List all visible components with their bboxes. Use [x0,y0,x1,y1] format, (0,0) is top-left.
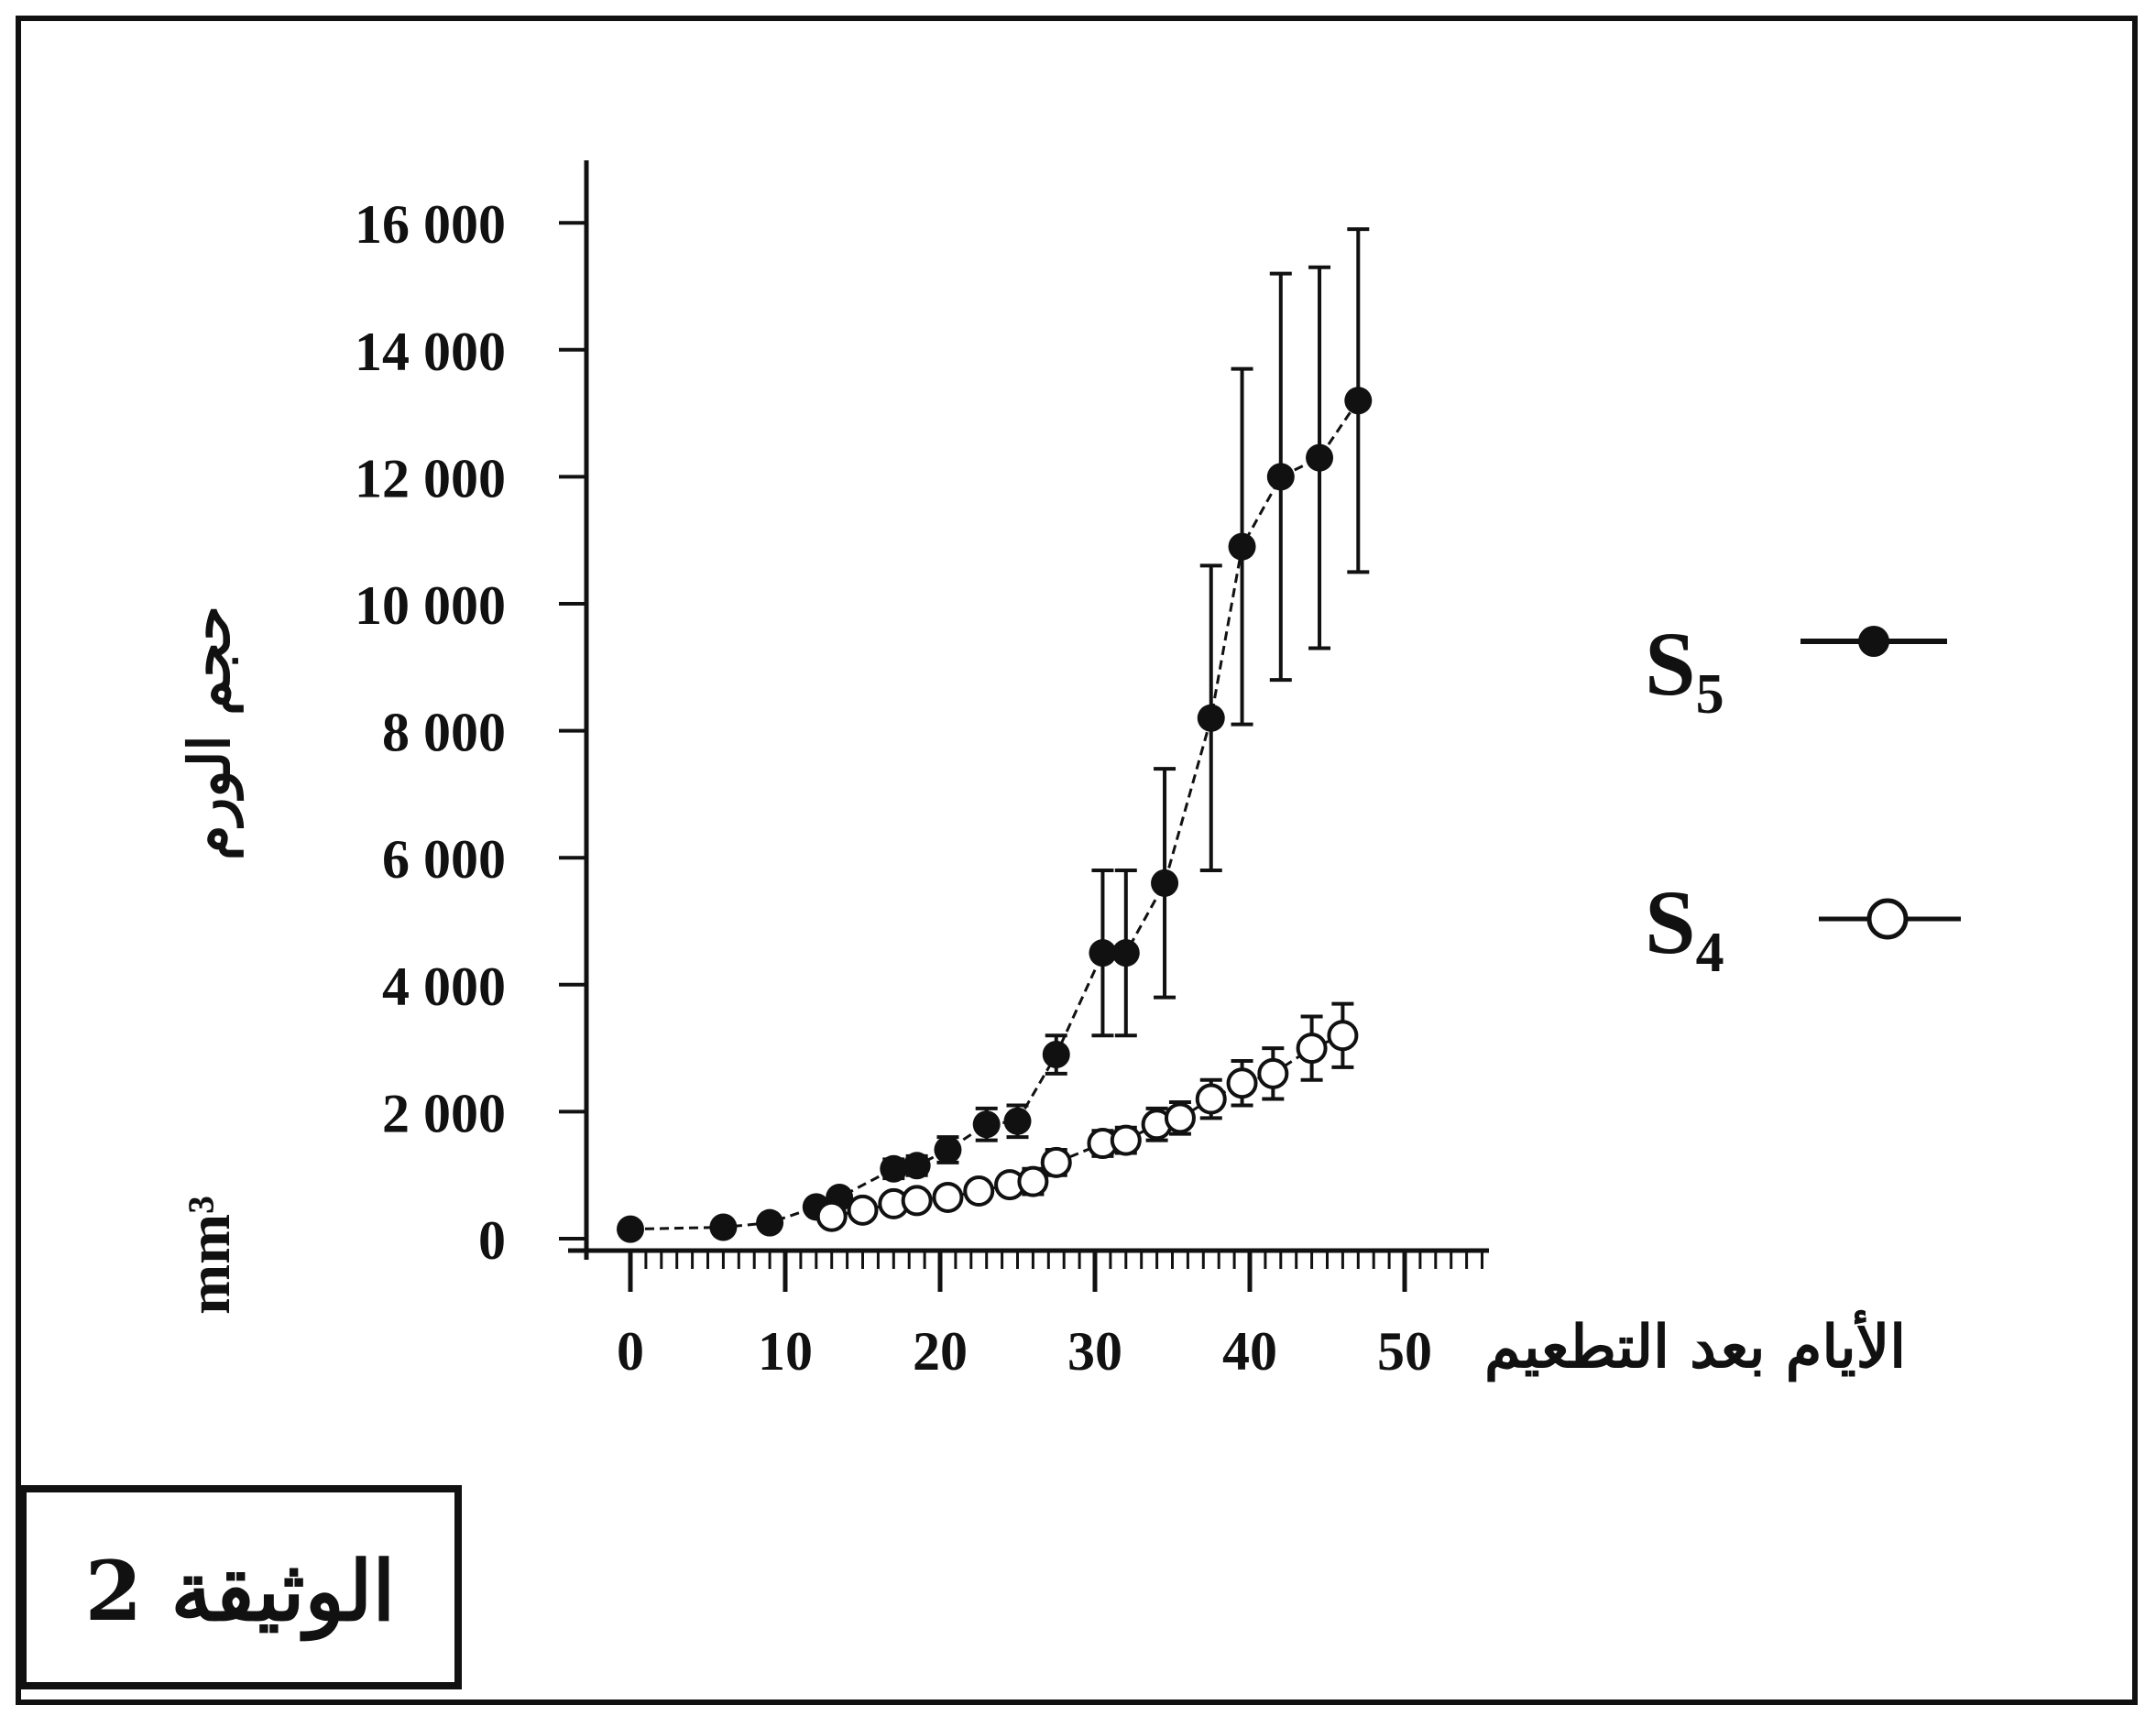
point-s5 [1344,387,1373,415]
point-s4 [901,1185,933,1217]
y-tick-label: 12 000 [355,448,506,508]
y-axis-unit: mm³ [176,1196,243,1315]
point-s4 [1226,1067,1258,1099]
point-s5 [972,1110,1001,1139]
point-s4 [1257,1057,1289,1089]
x-tick-label: 50 [1377,1321,1432,1382]
x-tick-label: 0 [617,1321,644,1382]
y-tick-label: 0 [478,1210,506,1271]
y-ticks: 0 2 000 4 000 6 000 8 000 10 000 12 000 14 000 1… [355,194,586,1271]
y-tick-label: 4 000 [382,956,506,1017]
figure-frame [16,16,2138,1705]
point-s5 [1151,869,1179,897]
x-ticks: 0 10 20 30 40 50 [617,1251,1483,1382]
point-s4 [1195,1083,1227,1115]
y-tick-label: 14 000 [355,322,506,382]
point-s5 [903,1152,931,1180]
x-tick-label: 10 [758,1321,813,1382]
y-axis-unit-group: mm³ [176,1196,243,1315]
document-label-box [19,1485,462,1689]
point-s4 [815,1200,848,1232]
point-s4 [847,1194,879,1226]
x-tick-label: 30 [1067,1321,1122,1382]
y-tick-label: 6 000 [382,829,506,890]
legend-label-s5: S5 [1645,613,1724,726]
point-s5 [880,1154,908,1183]
y-tick-label: 16 000 [355,194,506,255]
x-tick-label: 40 [1222,1321,1277,1382]
legend-item-s5: S5 [1645,613,1947,726]
x-axis-title: الأيام بعد التطعيم [1484,1310,1906,1383]
point-s4 [1017,1165,1049,1197]
legend-marker-s5 [1858,626,1889,657]
point-s5 [1266,463,1295,491]
y-tick-label: 2 000 [382,1083,506,1143]
point-s5 [756,1208,784,1237]
legend-label-s4: S4 [1645,871,1724,984]
point-s5 [1089,939,1117,967]
y-axis-title: حجم الورم [176,606,245,860]
point-s5 [934,1135,962,1164]
y-tick-label: 8 000 [382,703,506,763]
y-tick-label: 10 000 [355,575,506,636]
point-s5 [1111,939,1140,967]
point-s4 [932,1181,964,1213]
point-s4 [1110,1124,1142,1156]
point-s4 [963,1175,995,1208]
point-s4 [1296,1033,1328,1065]
point-s4 [1327,1020,1359,1052]
legend: S5 S4 [1645,613,1961,984]
point-s5 [709,1213,738,1241]
point-s5 [617,1215,644,1243]
point-s5 [1228,532,1256,561]
x-tick-label: 20 [913,1321,968,1382]
series-layer [617,227,1373,1243]
y-axis-label-main: حجم الورم [176,606,245,860]
point-s4 [1164,1102,1196,1134]
point-s5 [1003,1107,1032,1135]
point-s4 [1040,1146,1072,1178]
legend-item-s4: S4 [1645,871,1961,984]
legend-marker-s4 [1866,898,1909,940]
point-s5 [1197,704,1225,732]
point-s5 [1042,1041,1070,1069]
point-s5 [1306,443,1334,472]
document-label: الوثيقة 2 [85,1543,396,1642]
